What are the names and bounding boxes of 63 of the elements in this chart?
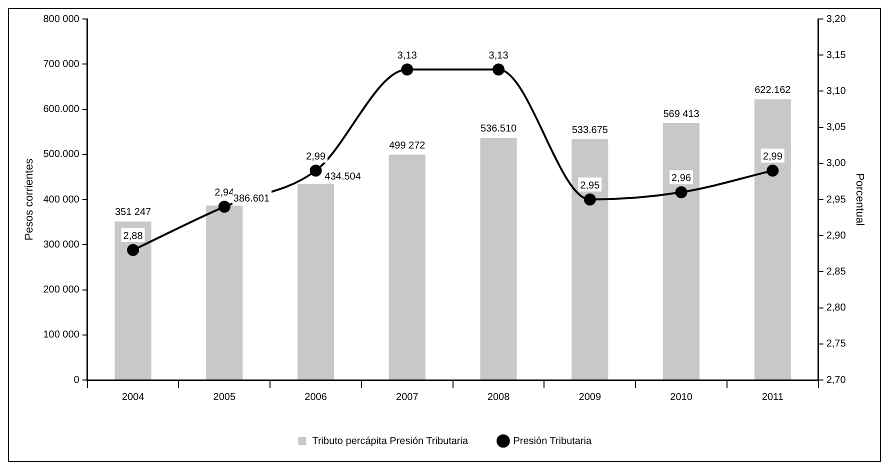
x-tick-label: 2006 [304, 392, 328, 403]
y2-tick-label: 3,05 [826, 122, 846, 134]
data-label: 2,95 [580, 180, 600, 192]
data-label: 2,96 [672, 173, 692, 184]
data-label: 3,13 [488, 50, 509, 62]
y-axis-title: Pesos corrientes [24, 158, 36, 240]
y2-tick-label: 3,15 [826, 50, 846, 61]
y2-tick-label: 3,10 [826, 86, 846, 97]
x-tick-label: 2005 [213, 392, 236, 403]
y2-axis-title: Porcentual [853, 173, 866, 226]
point [492, 64, 505, 76]
data-label: 386.601 [233, 193, 270, 204]
y-tick-label: 400 000 [43, 194, 80, 206]
data-label: 499 272 [389, 140, 426, 152]
y2-tick-label: 2,85 [826, 266, 846, 278]
data-label: 569 413 [663, 108, 700, 120]
data-label: 533.675 [572, 124, 608, 136]
point [127, 244, 140, 256]
bar [298, 184, 334, 380]
y-tick-label: 600.000 [43, 104, 80, 115]
data-label: 2,88 [123, 230, 144, 242]
y-tick-label: 0 [74, 374, 80, 386]
y-tick-label: 300 000 [43, 239, 80, 250]
data-label: 622.162 [754, 85, 792, 96]
bar [480, 138, 517, 380]
bar [114, 222, 152, 380]
bar [572, 139, 608, 380]
bar [663, 123, 700, 380]
point [401, 64, 414, 76]
legend-label: Tributo percápita Presión Tributaria [312, 436, 468, 447]
point [310, 164, 322, 177]
y-tick-label: 800 000 [43, 14, 80, 25]
point [218, 200, 230, 213]
x-tick-label: 2004 [122, 392, 145, 403]
data-label: 3,13 [397, 50, 418, 62]
data-label: 536.510 [480, 124, 518, 135]
x-tick-label: 2007 [396, 392, 419, 403]
y2-tick-label: 2,90 [826, 230, 846, 242]
data-label: 2,99 [762, 151, 783, 162]
y-tick-label: 700 000 [43, 58, 80, 70]
x-tick-label: 2009 [578, 392, 602, 403]
x-tick-label: 2008 [487, 392, 510, 403]
y2-tick-label: 2,95 [826, 194, 846, 206]
point [675, 186, 688, 198]
point [766, 164, 779, 177]
legend-label: Presión Tributaria [513, 436, 592, 447]
y2-tick-label: 3,20 [826, 14, 846, 25]
bar [754, 99, 791, 380]
x-tick-label: 2010 [670, 392, 693, 403]
bar [206, 206, 243, 380]
bar [388, 154, 426, 380]
data-label: 351 247 [114, 207, 152, 218]
y-tick-label: 100 000 [43, 330, 80, 341]
y2-tick-label: 2,75 [826, 338, 846, 350]
y-tick-label: 200 000 [43, 284, 80, 296]
x-tick-label: 2011 [762, 392, 784, 403]
y-tick-label: 500.000 [43, 149, 80, 160]
data-label: 2,99 [306, 151, 326, 162]
y2-tick-label: 2,80 [826, 302, 846, 314]
y2-tick-label: 3,00 [826, 158, 846, 170]
point [584, 194, 596, 206]
y2-tick-label: 2,70 [826, 374, 846, 386]
data-label: 434.504 [324, 172, 362, 183]
